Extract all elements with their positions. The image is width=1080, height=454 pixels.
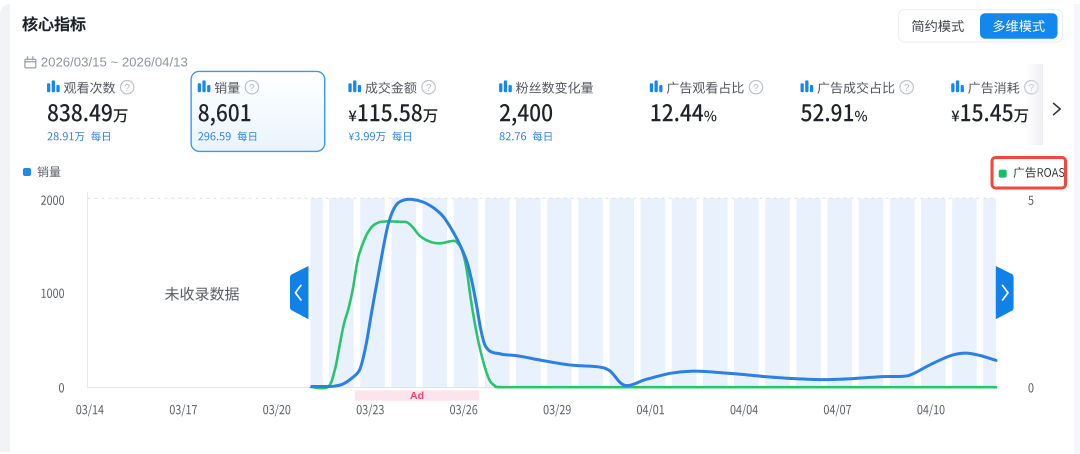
svg-text:?: ? [249,83,255,94]
svg-text:2026/03/15 ~ 2026/04/13: 2026/03/15 ~ 2026/04/13 [41,54,188,69]
svg-text:?: ? [124,83,130,94]
svg-text:?: ? [426,83,432,94]
svg-text:?: ? [753,83,759,94]
svg-text:?: ? [904,83,910,94]
svg-text:Ad: Ad [410,390,424,402]
